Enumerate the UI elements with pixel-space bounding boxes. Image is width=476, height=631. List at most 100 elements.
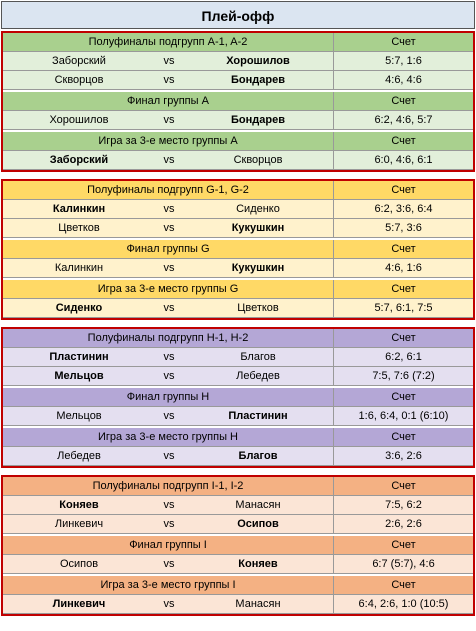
header-label: Игра за 3-е место группы A <box>98 135 238 147</box>
section: Финал группы H Счет Мельцов vs Пластинин 1:6,… <box>3 388 473 426</box>
vs: vs <box>163 558 175 570</box>
section-header: Полуфиналы подгрупп A-1, A-2 Счет <box>3 33 473 52</box>
section: Полуфиналы подгрупп G-1, G-2 Счет Калинкин… <box>3 181 473 238</box>
match-row: Пластинин vs Благов 6:2, 6:1 <box>3 348 473 367</box>
player: Хорошилов <box>226 55 290 67</box>
score: 6:0, 4:6, 6:1 <box>333 151 473 169</box>
score: 6:4, 2:6, 1:0 (10:5) <box>333 595 473 613</box>
section-header: Игра за 3-е место группы G Счет <box>3 280 473 299</box>
section-header: Игра за 3-е место группы A Счет <box>3 132 473 151</box>
player: Пластинин <box>228 410 288 422</box>
player: Цветков <box>58 222 100 234</box>
score-header: Счет <box>333 92 473 110</box>
vs: vs <box>163 351 175 363</box>
section: Игра за 3-е место группы H Счет Лебедев vs Б… <box>3 428 473 466</box>
header-label: Полуфиналы подгрупп A-1, A-2 <box>88 36 248 48</box>
match-row: Скворцов vs Бондарев 4:6, 4:6 <box>3 71 473 90</box>
player: Коняев <box>238 558 278 570</box>
player: Осипов <box>237 518 279 530</box>
vs: vs <box>163 55 175 67</box>
header-label: Полуфиналы подгрупп G-1, G-2 <box>87 184 249 196</box>
match-row: Линкевич vs Осипов 2:6, 2:6 <box>3 515 473 534</box>
vs: vs <box>163 302 175 314</box>
player: Манасян <box>235 499 281 511</box>
player: Благов <box>238 450 278 462</box>
score: 5:7, 3:6 <box>333 219 473 237</box>
player: Хорошилов <box>49 114 109 126</box>
score-header: Счет <box>333 576 473 594</box>
section-header: Игра за 3-е место группы I Счет <box>3 576 473 595</box>
player: Мельцов <box>54 370 104 382</box>
player: Калинкин <box>54 262 104 274</box>
score: 3:6, 2:6 <box>333 447 473 465</box>
player: Заборский <box>52 55 106 67</box>
header-label: Финал группы G <box>126 243 210 255</box>
section-header: Игра за 3-е место группы H Счет <box>3 428 473 447</box>
match-row: Хорошилов vs Бондарев 6:2, 4:6, 5:7 <box>3 111 473 130</box>
section-header: Финал группы A Счет <box>3 92 473 111</box>
score-header: Счет <box>333 428 473 446</box>
player: Скворцов <box>233 154 283 166</box>
header-label: Финал группы I <box>129 539 207 551</box>
player: Кукушкин <box>231 262 285 274</box>
vs: vs <box>163 518 175 530</box>
vs: vs <box>163 203 175 215</box>
player: Манасян <box>235 598 281 610</box>
score: 6:2, 4:6, 5:7 <box>333 111 473 129</box>
match-row: Мельцов vs Пластинин 1:6, 6:4, 0:1 (6:10) <box>3 407 473 426</box>
vs: vs <box>163 222 175 234</box>
score-header: Счет <box>333 388 473 406</box>
vs: vs <box>163 370 175 382</box>
match-row: Цветков vs Кукушкин 5:7, 3:6 <box>3 219 473 238</box>
player: Лебедев <box>57 450 101 462</box>
score: 5:7, 6:1, 7:5 <box>333 299 473 317</box>
group: Полуфиналы подгрупп I-1, I-2 Счет Коняев vs… <box>1 475 475 616</box>
vs: vs <box>163 410 175 422</box>
player: Бондарев <box>231 74 285 86</box>
section: Финал группы A Счет Хорошилов vs Бондарев 6:2… <box>3 92 473 130</box>
player: Мельцов <box>56 410 102 422</box>
section: Полуфиналы подгрупп A-1, A-2 Счет Заборски… <box>3 33 473 90</box>
match-row: Калинкин vs Сиденко 6:2, 3:6, 6:4 <box>3 200 473 219</box>
vs: vs <box>163 598 175 610</box>
group: Полуфиналы подгрупп A-1, A-2 Счет Заборски… <box>1 31 475 172</box>
player: Скворцов <box>54 74 104 86</box>
match-row: Калинкин vs Кукушкин 4:6, 1:6 <box>3 259 473 278</box>
score: 7:5, 7:6 (7:2) <box>333 367 473 385</box>
score: 4:6, 1:6 <box>333 259 473 277</box>
section-header: Полуфиналы подгрупп I-1, I-2 Счет <box>3 477 473 496</box>
player: Пластинин <box>49 351 109 363</box>
groups: Полуфиналы подгрупп A-1, A-2 Счет Заборски… <box>0 31 476 616</box>
player: Бондарев <box>231 114 285 126</box>
score: 2:6, 2:6 <box>333 515 473 533</box>
score-header: Счет <box>333 240 473 258</box>
player: Цветков <box>237 302 279 314</box>
section: Игра за 3-е место группы I Счет Линкевич vs… <box>3 576 473 614</box>
player: Линкевич <box>54 518 104 530</box>
match-row: Заборский vs Скворцов 6:0, 4:6, 6:1 <box>3 151 473 170</box>
header-label: Игра за 3-е место группы H <box>98 431 238 443</box>
section: Финал группы I Счет Осипов vs Коняев 6:7 (5:7… <box>3 536 473 574</box>
score: 6:2, 3:6, 6:4 <box>333 200 473 218</box>
vs: vs <box>163 74 175 86</box>
header-label: Игра за 3-е место группы I <box>100 579 236 591</box>
match-row: Сиденко vs Цветков 5:7, 6:1, 7:5 <box>3 299 473 318</box>
player: Коняев <box>59 499 99 511</box>
score-header: Счет <box>333 329 473 347</box>
section-header: Финал группы I Счет <box>3 536 473 555</box>
header-label: Финал группы H <box>126 391 210 403</box>
title: Плей-офф <box>1 1 475 29</box>
header-label: Полуфиналы подгрупп H-1, H-2 <box>87 332 249 344</box>
match-row: Линкевич vs Манасян 6:4, 2:6, 1:0 (10:5) <box>3 595 473 614</box>
score: 6:2, 6:1 <box>333 348 473 366</box>
match-row: Мельцов vs Лебедев 7:5, 7:6 (7:2) <box>3 367 473 386</box>
section-header: Полуфиналы подгрупп H-1, H-2 Счет <box>3 329 473 348</box>
score-header: Счет <box>333 536 473 554</box>
match-row: Лебедев vs Благов 3:6, 2:6 <box>3 447 473 466</box>
header-label: Игра за 3-е место группы G <box>97 283 239 295</box>
match-row: Заборский vs Хорошилов 5:7, 1:6 <box>3 52 473 71</box>
score-header: Счет <box>333 280 473 298</box>
score: 6:7 (5:7), 4:6 <box>333 555 473 573</box>
player: Осипов <box>59 558 99 570</box>
player: Линкевич <box>52 598 106 610</box>
